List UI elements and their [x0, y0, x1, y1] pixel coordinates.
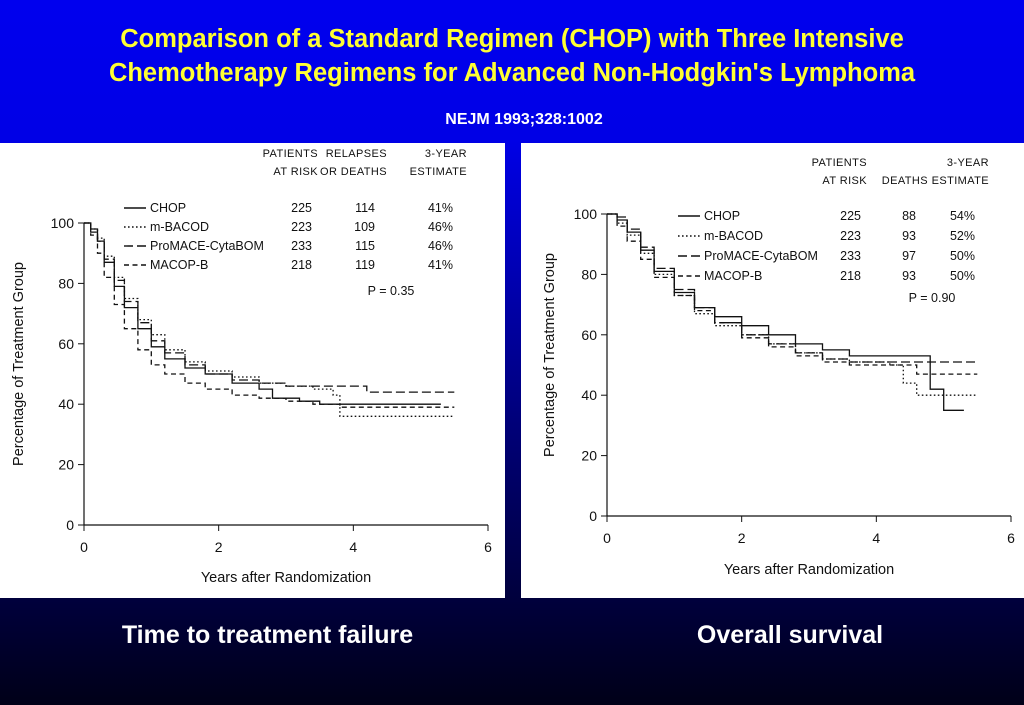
table-cell-events: 93 — [902, 229, 916, 243]
title-line-1: Comparison of a Standard Regimen (CHOP) … — [120, 25, 904, 53]
table-header-line: RELAPSES — [326, 148, 387, 160]
table-header-line: ESTIMATE — [932, 175, 989, 187]
legend-label: ProMACE-CytaBOM — [150, 239, 264, 253]
table-cell-estimate: 46% — [428, 239, 453, 253]
x-axis-label: Years after Randomization — [201, 570, 371, 586]
legend-label: CHOP — [704, 209, 740, 223]
series-line — [84, 222, 455, 393]
y-tick-label: 100 — [51, 215, 75, 231]
x-tick-label: 4 — [872, 530, 880, 546]
x-tick-label: 0 — [80, 539, 88, 555]
legend-label: CHOP — [150, 201, 186, 215]
y-tick-label: 40 — [581, 387, 597, 403]
chart-panel-overall-survival: 0 20 40 60 80 100 0 2 4 6 Years after Randomizatio… — [521, 143, 1024, 598]
y-tick-label: 100 — [574, 206, 598, 222]
table-header-line: 3-YEAR — [947, 157, 989, 169]
y-tick-label: 40 — [58, 396, 74, 412]
series-line — [607, 213, 964, 411]
table-header-line: 3-YEAR — [425, 148, 467, 160]
y-axis-label: Percentage of Treatment Group — [542, 253, 558, 457]
y-tick-label: 80 — [581, 266, 597, 282]
table-header-line: PATIENTS — [812, 157, 867, 169]
table-header: PATIENTS AT RISK — [812, 157, 868, 187]
table-cell-estimate: 41% — [428, 201, 453, 215]
legend-label: MACOP-B — [150, 258, 208, 272]
table-cell-at-risk: 223 — [291, 220, 312, 234]
table-header: 3-YEAR ESTIMATE — [932, 157, 989, 187]
table-cell-estimate: 50% — [950, 249, 975, 263]
table-header: 3-YEAR ESTIMATE — [410, 148, 467, 178]
slide-title: Comparison of a Standard Regimen (CHOP) … — [0, 22, 1024, 90]
series-line — [607, 213, 978, 363]
table-cell-estimate: 50% — [950, 269, 975, 283]
y-axis-label: Percentage of Treatment Group — [11, 262, 27, 466]
legend-label: m-BACOD — [150, 220, 209, 234]
table-header: PATIENTS AT RISK — [263, 148, 319, 178]
table-header: DEATHS — [882, 175, 928, 187]
citation: NEJM 1993;328:1002 — [445, 111, 603, 128]
y-tick-label: 60 — [58, 336, 74, 352]
table-cell-events: 109 — [354, 220, 375, 234]
table-cell-at-risk: 233 — [840, 249, 861, 263]
table-cell-events: 114 — [355, 201, 375, 215]
table-cell-at-risk: 218 — [840, 269, 861, 283]
p-value: P = 0.90 — [909, 291, 956, 305]
series-line — [607, 213, 978, 375]
y-tick-label: 0 — [589, 508, 597, 524]
caption-treatment-failure: Time to treatment failure — [121, 621, 414, 649]
table-header: RELAPSES OR DEATHS — [320, 148, 387, 178]
title-line-2: Chemotherapy Regimens for Advanced Non-H… — [108, 59, 916, 87]
p-value: P = 0.35 — [368, 284, 415, 298]
x-tick-label: 6 — [1007, 530, 1015, 546]
legend-label: ProMACE-CytaBOM — [704, 249, 818, 263]
series-line — [84, 222, 455, 408]
y-tick-label: 60 — [581, 327, 597, 343]
legend-label: m-BACOD — [704, 229, 763, 243]
table-cell-at-risk: 225 — [840, 209, 861, 223]
x-axis-label: Years after Randomization — [724, 562, 894, 578]
table-header-line: ESTIMATE — [410, 166, 467, 178]
table-header-line: AT RISK — [273, 166, 318, 178]
table-header-line: DEATHS — [882, 175, 928, 187]
table-header-line: PATIENTS — [263, 148, 318, 160]
table-cell-events: 119 — [355, 258, 375, 272]
table-cell-estimate: 54% — [950, 209, 975, 223]
table-cell-events: 88 — [902, 209, 916, 223]
x-tick-label: 2 — [215, 539, 223, 555]
table-cell-estimate: 46% — [428, 220, 453, 234]
x-tick-label: 4 — [349, 539, 357, 555]
table-cell-estimate: 52% — [950, 229, 975, 243]
chart-panel-treatment-failure: 0 20 40 60 80 100 0 2 4 6 Years after Randomizatio… — [0, 143, 505, 598]
table-cell-estimate: 41% — [428, 258, 453, 272]
table-header-line: AT RISK — [822, 175, 867, 187]
legend-label: MACOP-B — [704, 269, 762, 283]
chart-overall-survival: 0 20 40 60 80 100 0 2 4 6 Years after Randomizatio… — [542, 157, 1015, 578]
caption-overall-survival: Overall survival — [696, 621, 884, 649]
y-tick-label: 0 — [66, 517, 74, 533]
table-header-line: OR DEATHS — [320, 166, 387, 178]
x-tick-label: 6 — [484, 539, 492, 555]
x-tick-label: 0 — [603, 530, 611, 546]
table-cell-at-risk: 223 — [840, 229, 861, 243]
y-tick-label: 80 — [58, 275, 74, 291]
table-cell-events: 115 — [355, 239, 375, 253]
table-cell-events: 97 — [902, 249, 916, 263]
table-cell-at-risk: 233 — [291, 239, 312, 253]
chart-treatment-failure: 0 20 40 60 80 100 0 2 4 6 Years after Randomizatio… — [11, 148, 492, 586]
table-cell-at-risk: 218 — [291, 258, 312, 272]
series-line — [84, 222, 455, 417]
x-tick-label: 2 — [738, 530, 746, 546]
y-tick-label: 20 — [58, 457, 74, 473]
table-cell-at-risk: 225 — [291, 201, 312, 215]
y-tick-label: 20 — [581, 448, 597, 464]
table-cell-events: 93 — [902, 269, 916, 283]
